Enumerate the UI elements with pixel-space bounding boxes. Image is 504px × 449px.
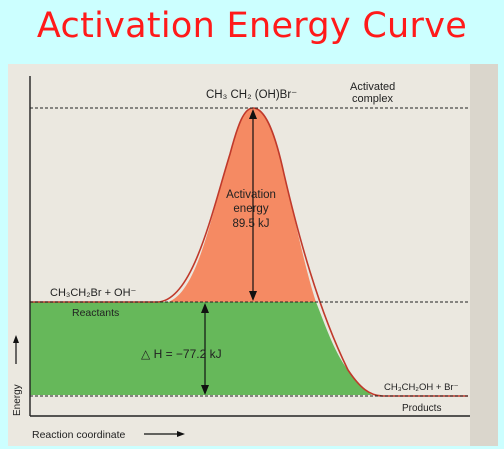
y-axis-label: Energy [12,384,23,416]
energy-diagram: CH₃ CH₂ (OH)Br⁻ Activated complex Activa… [8,64,498,446]
reactants-formula-label: CH₃CH₂Br + OH⁻ [50,287,137,299]
activation-label-line2: energy [233,203,268,215]
complex-formula-label: CH₃ CH₂ (OH)Br⁻ [206,89,297,101]
energy-curve [30,107,468,397]
products-label: Products [402,403,441,414]
activation-label-line1: Activation [226,189,276,201]
reactants-label: Reactants [72,307,119,319]
delta-h-label: △ H = −77.2 kJ [141,347,222,361]
activation-region [168,108,316,302]
enthalpy-region [30,302,372,395]
complex-label: complex [352,93,393,105]
activation-value-label: 89.5 kJ [232,218,269,230]
page-title: Activation Energy Curve [36,6,468,46]
x-axis-label: Reaction coordinate [32,429,126,441]
activated-label: Activated [350,81,395,93]
products-formula-label: CH₃CH₂OH + Br⁻ [384,382,459,393]
